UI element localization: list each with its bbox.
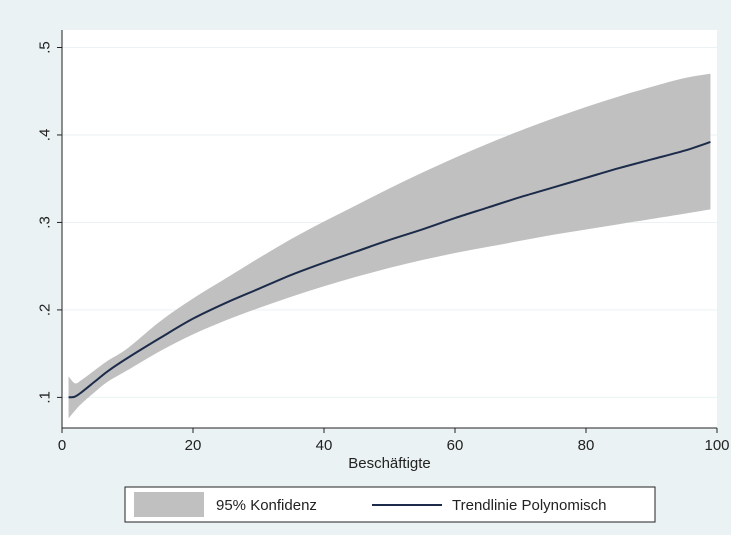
legend-label-trend: Trendlinie Polynomisch xyxy=(452,497,607,514)
y-tick-label: .2 xyxy=(36,304,53,317)
x-tick-label: 80 xyxy=(578,437,595,454)
axes xyxy=(57,30,718,433)
legend-label-confidence: 95% Konfidenz xyxy=(216,497,317,514)
x-tick-label: 60 xyxy=(447,437,464,454)
x-tick-label: 20 xyxy=(185,437,202,454)
x-axis-title: Beschäftigte xyxy=(348,455,431,472)
confidence-band xyxy=(68,73,711,419)
tick-labels: .1 .2 .3 .4 .5 0 20 40 60 80 100 xyxy=(36,41,729,454)
trend-line xyxy=(68,141,711,399)
x-tick-label: 0 xyxy=(58,437,66,454)
legend-swatch-confidence xyxy=(134,492,204,517)
y-tick-label: .5 xyxy=(36,41,53,54)
legend-box xyxy=(124,486,656,523)
x-tick-label: 40 xyxy=(316,437,333,454)
y-tick-label: .3 xyxy=(36,216,53,229)
y-tick-label: .1 xyxy=(36,391,53,404)
x-tick-label: 100 xyxy=(704,437,729,454)
legend: 95% Konfidenz Trendlinie Polynomisch xyxy=(124,486,656,523)
y-tick-label: .4 xyxy=(36,129,53,142)
